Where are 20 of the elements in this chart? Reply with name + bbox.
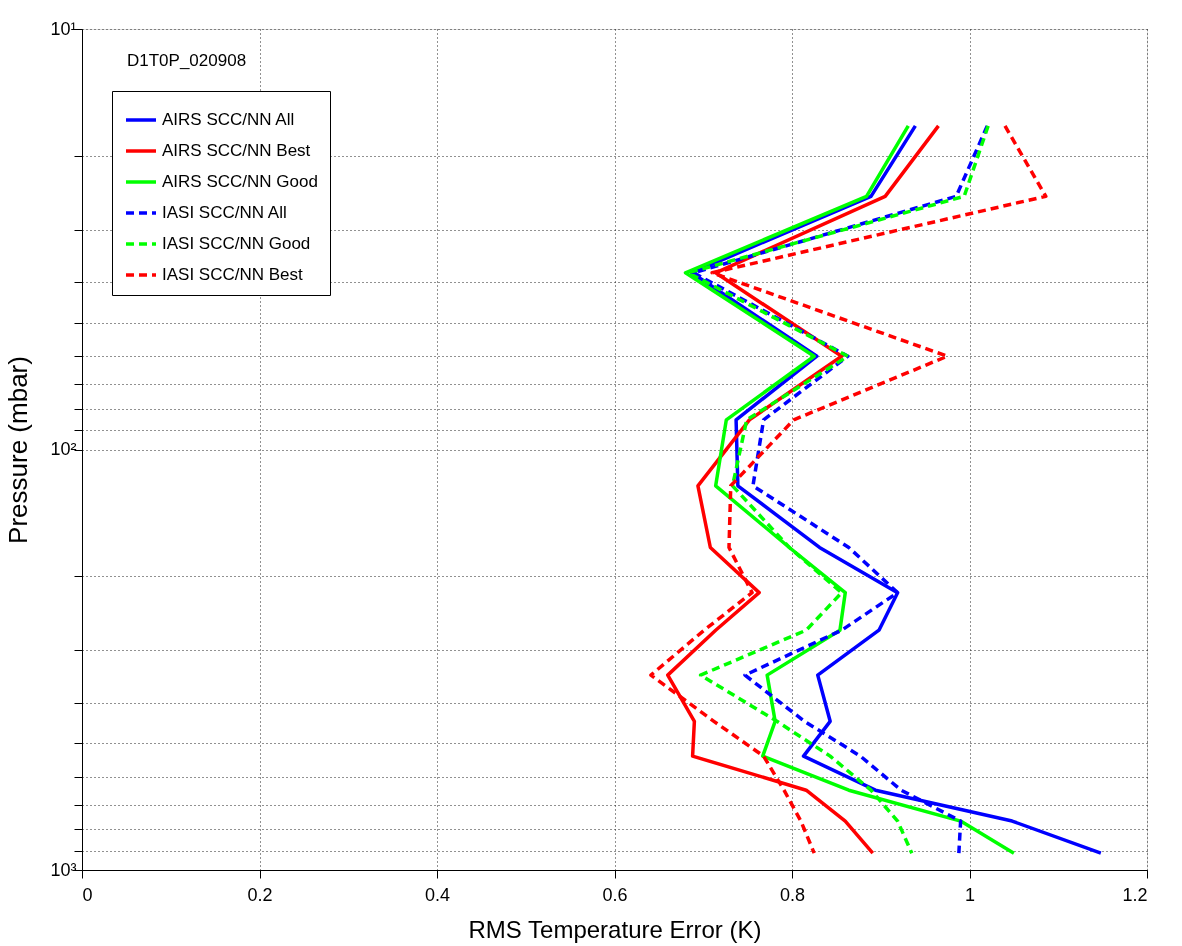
y-tick-label: 10¹ — [50, 18, 77, 39]
x-tick-label: 1.2 — [1122, 884, 1148, 905]
y-axis-title: Pressure (mbar) — [3, 356, 34, 544]
y-tick-label: 10² — [50, 439, 77, 459]
line-series — [649, 124, 1048, 855]
x-tick-label: 1 — [964, 884, 976, 905]
x-tick-label: 0.4 — [424, 884, 451, 905]
legend-label: AIRS SCC/NN Best — [162, 141, 311, 160]
legend-label: IASI SCC/NN Best — [162, 265, 304, 284]
x-tick-label: 0.6 — [602, 884, 628, 905]
legend-label: IASI SCC/NN Good — [162, 234, 311, 253]
x-axis-title: RMS Temperature Error (K) — [468, 915, 762, 943]
annotation: D1T0P_020908 — [127, 51, 247, 70]
x-tick-label: 0.8 — [779, 884, 806, 905]
y-tick-label: 10³ — [50, 859, 77, 880]
legend-label: AIRS SCC/NN Good — [162, 172, 318, 191]
legend-label: IASI SCC/NN All — [162, 203, 287, 222]
x-tick-label: 0 — [82, 884, 93, 905]
legend-label: AIRS SCC/NN All — [162, 110, 295, 129]
x-tick-label: 0.2 — [247, 884, 273, 905]
